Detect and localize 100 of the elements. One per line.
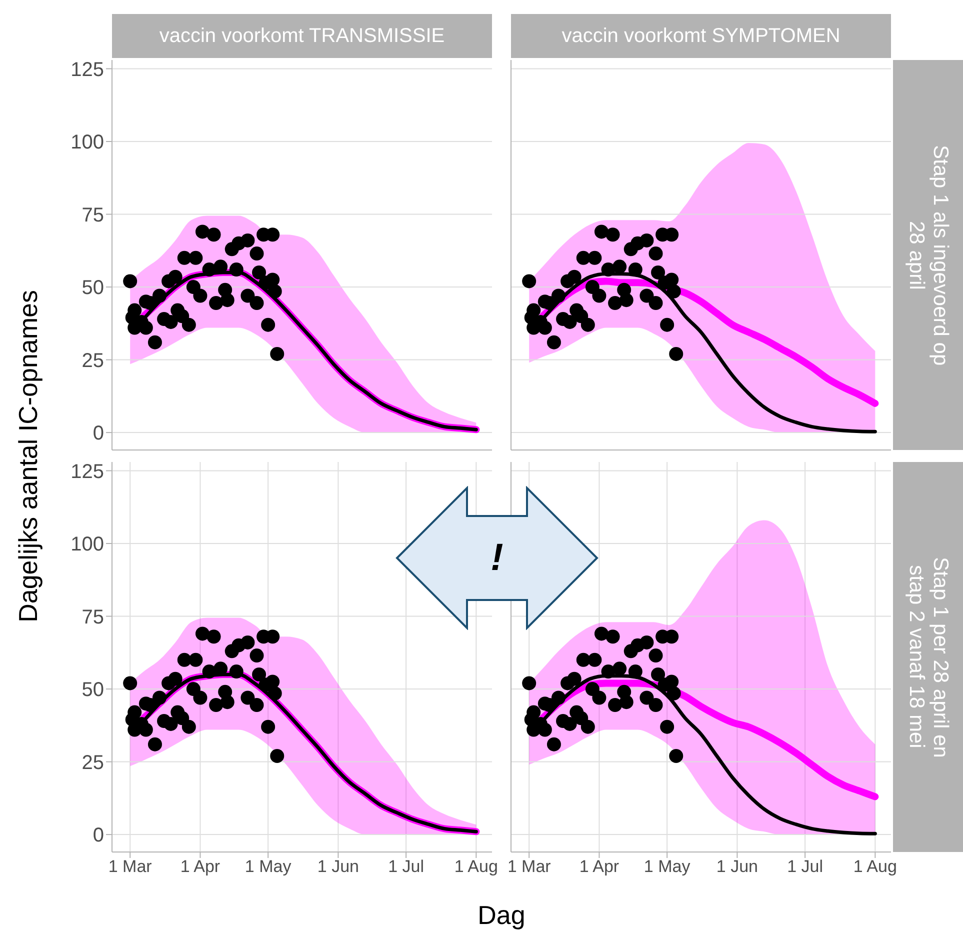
point — [608, 296, 622, 310]
y-tick-label: 50 — [82, 277, 104, 300]
x-tick-label: 1 Aug — [454, 857, 498, 876]
y2-axis-title: Stap 1 als ingevoerd op 28 april — [904, 144, 952, 368]
point — [562, 716, 577, 731]
y-tick-label: 25 — [82, 350, 104, 372]
y-tick-label: 0 — [92, 824, 104, 847]
point — [601, 262, 616, 277]
point — [266, 674, 280, 689]
point — [206, 228, 221, 242]
point — [664, 272, 679, 287]
point — [148, 737, 162, 752]
point — [138, 722, 153, 737]
point — [240, 288, 255, 303]
point — [567, 672, 582, 686]
point — [266, 272, 280, 287]
point — [193, 288, 208, 303]
point — [567, 270, 582, 284]
point — [606, 228, 620, 242]
y-tick-label: 50 — [82, 679, 104, 702]
y-tick-label: 75 — [82, 204, 104, 226]
point — [669, 346, 684, 361]
x-tick-label: 1 May — [644, 857, 691, 876]
x-tick-label: 1 Jul — [787, 857, 824, 876]
point — [252, 667, 266, 682]
point — [588, 250, 602, 265]
point — [218, 684, 232, 699]
point — [522, 274, 536, 288]
point — [195, 626, 210, 641]
point — [617, 282, 632, 297]
point — [612, 260, 627, 274]
x-tick-label: 1 Apr — [579, 857, 620, 876]
point — [538, 722, 552, 737]
x-tick-label: 1 Aug — [853, 857, 897, 876]
point — [594, 224, 608, 239]
point — [608, 698, 622, 712]
point — [640, 288, 654, 303]
point — [268, 284, 282, 298]
point — [218, 282, 232, 297]
point — [188, 652, 203, 667]
point — [168, 270, 182, 284]
y-tick-label: 100 — [70, 534, 104, 556]
y-tick-label: 75 — [82, 606, 104, 628]
x-axis-title: Dag — [476, 900, 526, 931]
y-tick-label: 125 — [70, 58, 104, 81]
x-tick-label: 1 May — [244, 857, 292, 876]
point — [552, 690, 566, 705]
point — [660, 318, 674, 332]
point — [666, 284, 681, 298]
chart-title: vaccin voorkomt TRANSMISSIE — [112, 14, 492, 58]
point — [594, 626, 608, 641]
point — [552, 288, 566, 303]
point — [640, 635, 654, 650]
point — [648, 246, 663, 261]
point — [168, 672, 182, 686]
point — [202, 664, 216, 679]
chart-title: vaccin voorkomt SYMPTOMEN — [511, 14, 891, 58]
y-tick-label: 125 — [70, 460, 104, 483]
point — [188, 250, 203, 265]
x-tick-label: 1 Jul — [388, 857, 424, 876]
point — [152, 690, 166, 705]
point — [182, 318, 196, 332]
point — [206, 630, 221, 644]
point — [592, 690, 606, 705]
point — [640, 690, 654, 705]
x-tick-label: 1 Mar — [507, 857, 552, 876]
point — [229, 262, 244, 277]
point — [123, 676, 138, 690]
point — [640, 233, 654, 248]
point — [152, 288, 166, 303]
point — [651, 265, 666, 280]
point — [562, 314, 577, 329]
point — [588, 652, 602, 667]
y2-axis-title: Stap 1 per 28 april en stap 2 vanaf 18 mei — [904, 556, 952, 760]
point — [261, 720, 276, 734]
point — [138, 320, 153, 335]
point — [164, 314, 178, 329]
point — [240, 233, 255, 248]
point — [250, 698, 264, 712]
point — [261, 318, 276, 332]
point — [148, 335, 162, 350]
double-arrow-icon: ! — [395, 486, 599, 630]
point — [664, 674, 679, 689]
point — [606, 630, 620, 644]
point — [229, 664, 244, 679]
point — [182, 720, 196, 734]
point — [195, 224, 210, 239]
point — [250, 246, 264, 261]
point — [250, 648, 264, 663]
point — [538, 320, 552, 335]
x-tick-label: 1 Jun — [716, 857, 758, 876]
x-tick-label: 1 Apr — [180, 857, 220, 876]
point — [270, 346, 284, 361]
point — [268, 686, 282, 700]
point — [240, 635, 255, 650]
point — [617, 684, 632, 699]
point — [123, 274, 138, 288]
point — [522, 676, 536, 690]
y-tick-label: 25 — [82, 752, 104, 774]
point — [252, 265, 266, 280]
